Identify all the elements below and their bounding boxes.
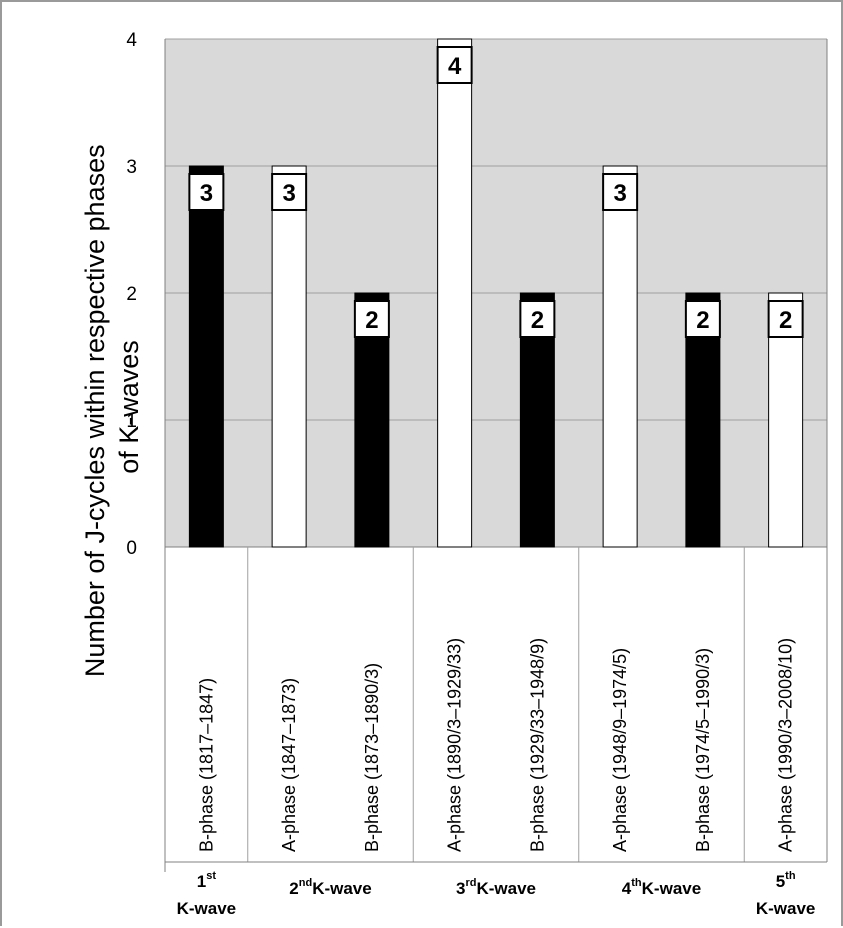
data-label: 3	[613, 180, 626, 207]
data-label: 3	[200, 180, 213, 207]
y-tick-label: 1	[126, 411, 137, 432]
bars	[188, 38, 804, 548]
bar	[602, 165, 638, 548]
category-label: A-phase (1890/3–1929/33)	[445, 638, 465, 852]
y-axis-ticks: 0 1 2 3 4	[126, 30, 137, 559]
data-labels: 3 3 2 4 2 3 2 2	[188, 46, 804, 338]
data-label-box	[519, 300, 556, 338]
group-label: 1st	[197, 870, 217, 891]
category-label: A-phase (1990/3–2008/10)	[776, 638, 796, 852]
category-label: A-phase (1847–1873)	[279, 678, 299, 852]
y-axis-title-line-2: of K-waves	[114, 340, 144, 474]
data-label: 2	[365, 307, 378, 334]
y-tick-label: 3	[126, 157, 137, 178]
data-label: 3	[282, 180, 295, 207]
category-label: B-phase (1974/5–1990/3)	[693, 648, 713, 852]
data-label: 4	[448, 53, 462, 80]
bar	[437, 38, 473, 548]
group-label: 5th	[776, 870, 796, 891]
category-label: B-phase (1929/33–1948/9)	[527, 638, 547, 852]
category-label: B-phase (1873–1890/3)	[362, 663, 382, 852]
y-tick-label: 0	[126, 538, 137, 559]
data-label: 2	[696, 307, 709, 334]
data-label-box	[436, 46, 473, 84]
category-label: A-phase (1948/9–1974/5)	[610, 648, 630, 852]
y-tick-label: 2	[126, 284, 137, 305]
data-label: 2	[531, 307, 544, 334]
group-labels: 1st K-wave 2ndK-wave 3rdK-wave 4thK-wave 5th K…	[177, 870, 816, 918]
group-label: 4thK-wave	[622, 877, 701, 898]
group-label: 3rdK-wave	[456, 877, 536, 898]
data-label: 2	[779, 307, 792, 334]
data-label-box	[188, 173, 225, 211]
data-label-box	[271, 173, 308, 211]
data-label-box	[353, 300, 390, 338]
group-label: K-wave	[177, 899, 237, 918]
category-table-lines	[164, 39, 828, 872]
y-axis-title: Number of J-cycles within respective pha…	[80, 137, 144, 677]
group-label: 2ndK-wave	[289, 877, 371, 898]
category-labels: B-phase (1817–1847) A-phase (1847–1873) B-…	[196, 638, 795, 852]
category-label: B-phase (1817–1847)	[196, 678, 216, 852]
data-label-box	[684, 300, 721, 338]
y-axis-title-line-1: Number of J-cycles within respective pha…	[80, 144, 110, 677]
bar	[271, 165, 307, 548]
y-tick-label: 4	[126, 30, 137, 51]
data-label-box	[767, 300, 804, 338]
bar	[188, 165, 224, 548]
data-label-box	[602, 173, 639, 211]
group-label: K-wave	[756, 899, 816, 918]
